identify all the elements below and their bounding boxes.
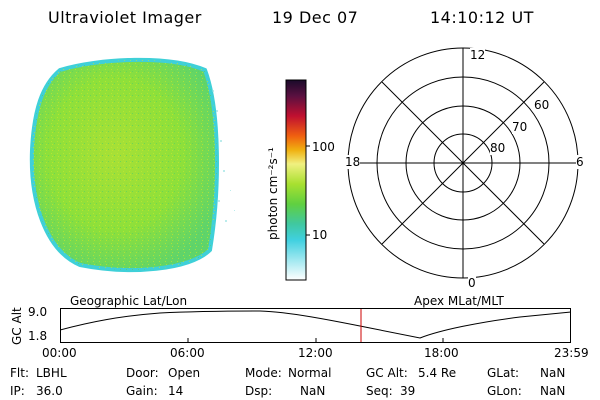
- timeline-left-title: Geographic Lat/Lon: [70, 294, 188, 308]
- time-tick-2359: 23:59: [554, 346, 589, 360]
- gc-alt-label: GC Alt:: [366, 366, 408, 380]
- gc-alt-value: 5.4 Re: [418, 366, 457, 380]
- lat-label-70: 70: [512, 120, 528, 134]
- ip-label: IP:: [10, 384, 25, 398]
- altitude-curve: [60, 310, 572, 339]
- seq-value: 39: [400, 384, 416, 398]
- time-label: 14:10:12 UT: [430, 8, 534, 27]
- timeline-right-title: Apex MLat/MLT: [414, 294, 504, 308]
- lat-label-80: 80: [490, 141, 506, 155]
- mode-label: Mode:: [245, 366, 282, 380]
- ip-value: 36.0: [36, 384, 63, 398]
- instrument-title: Ultraviolet Imager: [48, 8, 202, 27]
- uv-image: [29, 57, 235, 272]
- timeline-ymin-label: 1.8: [28, 329, 48, 343]
- timeline-ymax-label: 9.0: [28, 305, 48, 319]
- colorbar-tick-100: 100: [312, 140, 335, 154]
- glat-value: NaN: [540, 366, 566, 380]
- time-tick-1800: 18:00: [424, 346, 459, 360]
- mlt-label-18: 18: [345, 155, 361, 169]
- polar-plot: [347, 47, 579, 279]
- door-value: Open: [168, 366, 201, 380]
- dsp-label: Dsp:: [245, 384, 273, 398]
- orbit-timeline: [60, 308, 572, 343]
- dsp-value: NaN: [300, 384, 326, 398]
- mlt-label-0: 0: [468, 276, 476, 290]
- door-label: Door:: [126, 366, 159, 380]
- mode-value: Normal: [288, 366, 332, 380]
- mlt-label-12: 12: [470, 48, 486, 62]
- glon-value: NaN: [540, 384, 566, 398]
- date-label: 19 Dec 07: [272, 8, 359, 27]
- glon-label: GLon:: [487, 384, 522, 398]
- colorbar-unit-label: photon cm⁻²s⁻¹: [266, 147, 280, 240]
- timeline-axis-label: GC Alt: [10, 307, 24, 345]
- mlt-label-6: 6: [576, 155, 584, 169]
- filter-value: LBHL: [36, 366, 67, 380]
- time-tick-1200: 12:00: [298, 346, 333, 360]
- gain-label: Gain:: [126, 384, 158, 398]
- seq-label: Seq:: [366, 384, 393, 398]
- time-tick-0000: 00:00: [42, 346, 77, 360]
- gain-value: 14: [168, 384, 184, 398]
- glat-label: GLat:: [487, 366, 520, 380]
- lat-label-60: 60: [534, 98, 550, 112]
- time-tick-0600: 06:00: [170, 346, 205, 360]
- colorbar-tick-10: 10: [312, 228, 328, 242]
- colorbar: [285, 79, 310, 281]
- edge-scatter: [212, 90, 235, 222]
- filter-label: Flt:: [10, 366, 29, 380]
